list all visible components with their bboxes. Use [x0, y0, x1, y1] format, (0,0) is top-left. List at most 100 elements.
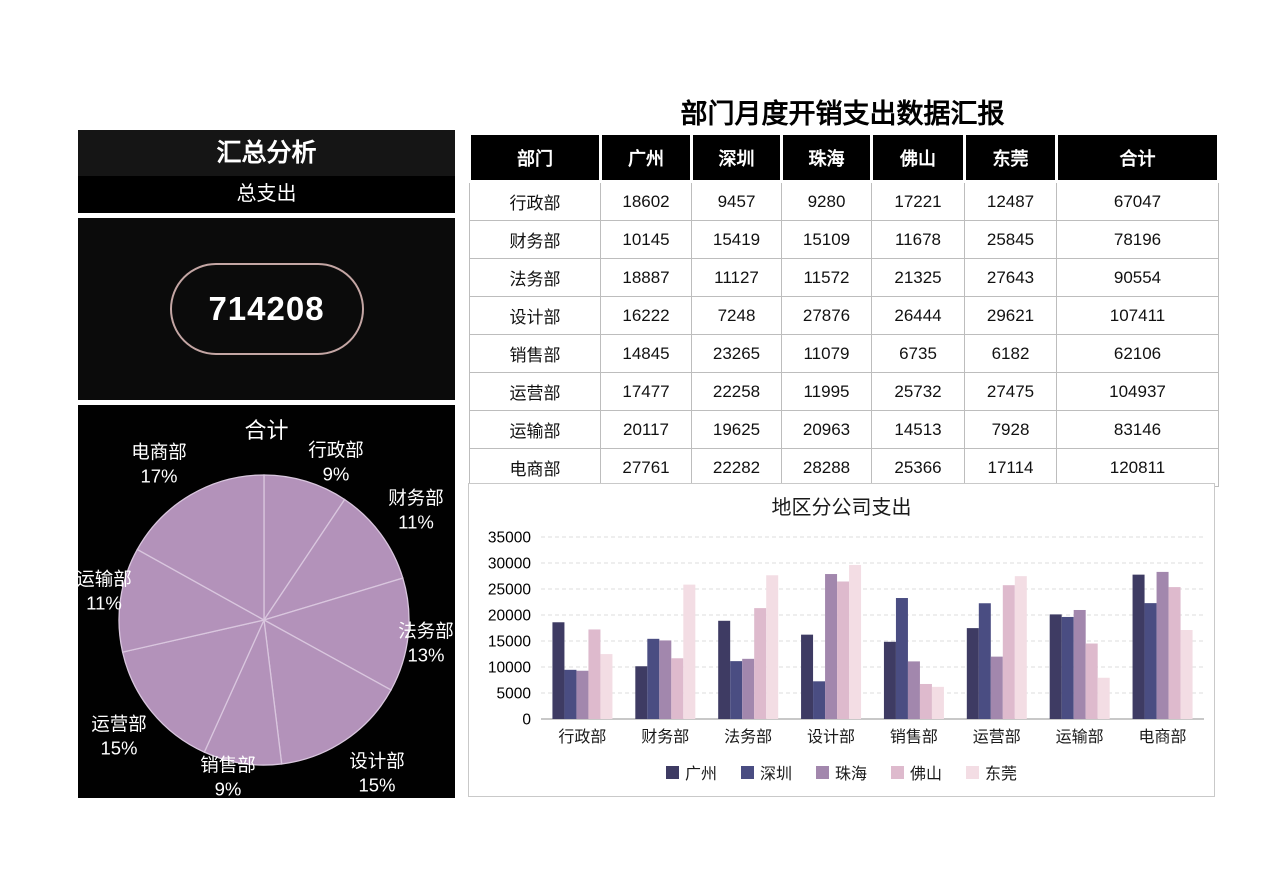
table-cell: 行政部 [469, 181, 601, 221]
table-cell: 15419 [691, 220, 782, 259]
x-axis-category-label: 行政部 [558, 728, 606, 746]
bar [1156, 571, 1169, 719]
table-cell: 16222 [600, 296, 692, 335]
bar [671, 658, 684, 719]
legend-swatch [966, 765, 980, 779]
table-cell: 电商部 [469, 448, 601, 487]
pie-slice-label: 电商部 17% [131, 441, 187, 486]
y-axis-tick-label: 0 [522, 712, 531, 729]
bar [825, 574, 838, 719]
table-cell: 27876 [781, 296, 872, 335]
table-cell: 27475 [964, 372, 1057, 411]
y-axis-tick-label: 5000 [497, 686, 532, 703]
table-row: 设计部 16222 7248 27876 26444 29621 107411 [469, 296, 1219, 335]
legend-item: 广州 [665, 760, 717, 784]
legend-label: 东莞 [985, 766, 1018, 783]
table-cell: 法务部 [469, 258, 601, 297]
table-row: 电商部 27761 22282 28288 25366 17114 120811 [469, 448, 1219, 487]
table-cell: 财务部 [469, 220, 601, 259]
pie-slice [118, 548, 266, 653]
legend-label: 深圳 [759, 766, 792, 783]
x-axis-category-label: 设计部 [807, 728, 855, 746]
table-cell: 12487 [964, 181, 1057, 221]
pie-chart-block: 合计 行政部 9% 财务部 11% 法务部 13% 设计部 15% 销售部 9% 运营部 15% 运输部… [76, 405, 455, 799]
bar [1168, 587, 1181, 719]
bar [1180, 630, 1193, 719]
table-cell: 9457 [691, 181, 782, 221]
bar [730, 661, 743, 719]
bar [552, 622, 565, 719]
table-cell: 25366 [871, 448, 965, 487]
legend-item: 珠海 [815, 760, 867, 784]
table-cell: 22258 [691, 372, 782, 411]
table-cell: 90554 [1056, 258, 1219, 297]
bar [588, 629, 601, 719]
x-axis-category-label: 运营部 [973, 728, 1021, 746]
table-cell: 23265 [691, 334, 782, 373]
bar [907, 661, 920, 719]
pie-slice-label: 运输部 11% [76, 568, 132, 613]
report-title: 部门月度开销支出数据汇报 [680, 99, 1005, 129]
table-cell: 14845 [600, 334, 692, 373]
bar [1002, 585, 1015, 719]
legend-swatch [891, 765, 904, 779]
table-cell: 11127 [691, 258, 782, 297]
table-cell: 设计部 [469, 296, 601, 335]
table-cell: 67047 [1056, 181, 1219, 221]
bar [1144, 603, 1157, 719]
y-axis-tick-label: 35000 [488, 530, 531, 547]
table-cell: 27643 [964, 258, 1057, 297]
bar [883, 641, 896, 719]
bar [647, 638, 660, 719]
table-row: 销售部 14845 23265 11079 6735 6182 62106 [469, 334, 1219, 373]
table-cell: 25732 [871, 372, 965, 411]
bar-chart-panel: 地区分公司支出 0 5000 10000 15000 20000 25000 30000 35… [468, 483, 1215, 797]
pie-slice [121, 619, 266, 754]
table-cell: 14513 [871, 410, 965, 449]
y-axis-tick-label: 10000 [488, 660, 531, 677]
table-row: 运营部 17477 22258 11995 25732 27475 104937 [469, 372, 1219, 411]
bar [718, 620, 731, 719]
table-cell: 18887 [600, 258, 692, 297]
table-cell: 7928 [964, 410, 1057, 449]
x-axis-category-label: 运输部 [1056, 728, 1104, 746]
pie-slice-label: 财务部 11% [388, 487, 444, 532]
table-cell: 20117 [600, 410, 692, 449]
column-header: 部门 [468, 132, 602, 183]
pie-slice-label: 行政部 9% [308, 439, 364, 484]
table-cell: 22282 [691, 448, 782, 487]
pie-slice [263, 618, 392, 765]
bar [659, 640, 672, 719]
legend-swatch [815, 765, 829, 779]
y-axis-tick-label: 15000 [488, 634, 531, 651]
table-row: 法务部 18887 11127 11572 21325 27643 90554 [469, 258, 1219, 297]
table-cell: 9280 [781, 181, 872, 221]
table-cell: 21325 [871, 258, 965, 297]
total-expense-block: 714208 [78, 218, 455, 400]
table-cell: 17477 [600, 372, 692, 411]
legend-swatch [665, 765, 679, 779]
legend-item: 东莞 [966, 760, 1017, 784]
bar [931, 686, 944, 719]
table-header-row: 部门 广州 深圳 珠海 佛山 东莞 合计 [468, 132, 1220, 183]
legend-label: 广州 [684, 766, 717, 783]
table-row: 财务部 10145 15419 15109 11678 25845 78196 [469, 220, 1219, 259]
table-cell: 15109 [781, 220, 872, 259]
column-header: 广州 [599, 132, 693, 183]
table-cell: 销售部 [469, 334, 601, 373]
y-axis-tick-label: 30000 [488, 556, 531, 573]
pie-slice-label: 设计部 15% [349, 750, 405, 795]
table-cell: 27761 [600, 448, 692, 487]
bar [990, 656, 1003, 719]
bar [1132, 574, 1145, 719]
bar [895, 598, 908, 719]
table-cell: 83146 [1056, 410, 1219, 449]
bar [801, 634, 814, 719]
table-cell: 20963 [781, 410, 872, 449]
bar [978, 603, 991, 719]
bar [837, 581, 850, 719]
bar [635, 666, 648, 719]
bar [564, 669, 577, 719]
legend-item: 佛山 [891, 760, 942, 784]
total-expense-value: 714208 [169, 263, 364, 355]
